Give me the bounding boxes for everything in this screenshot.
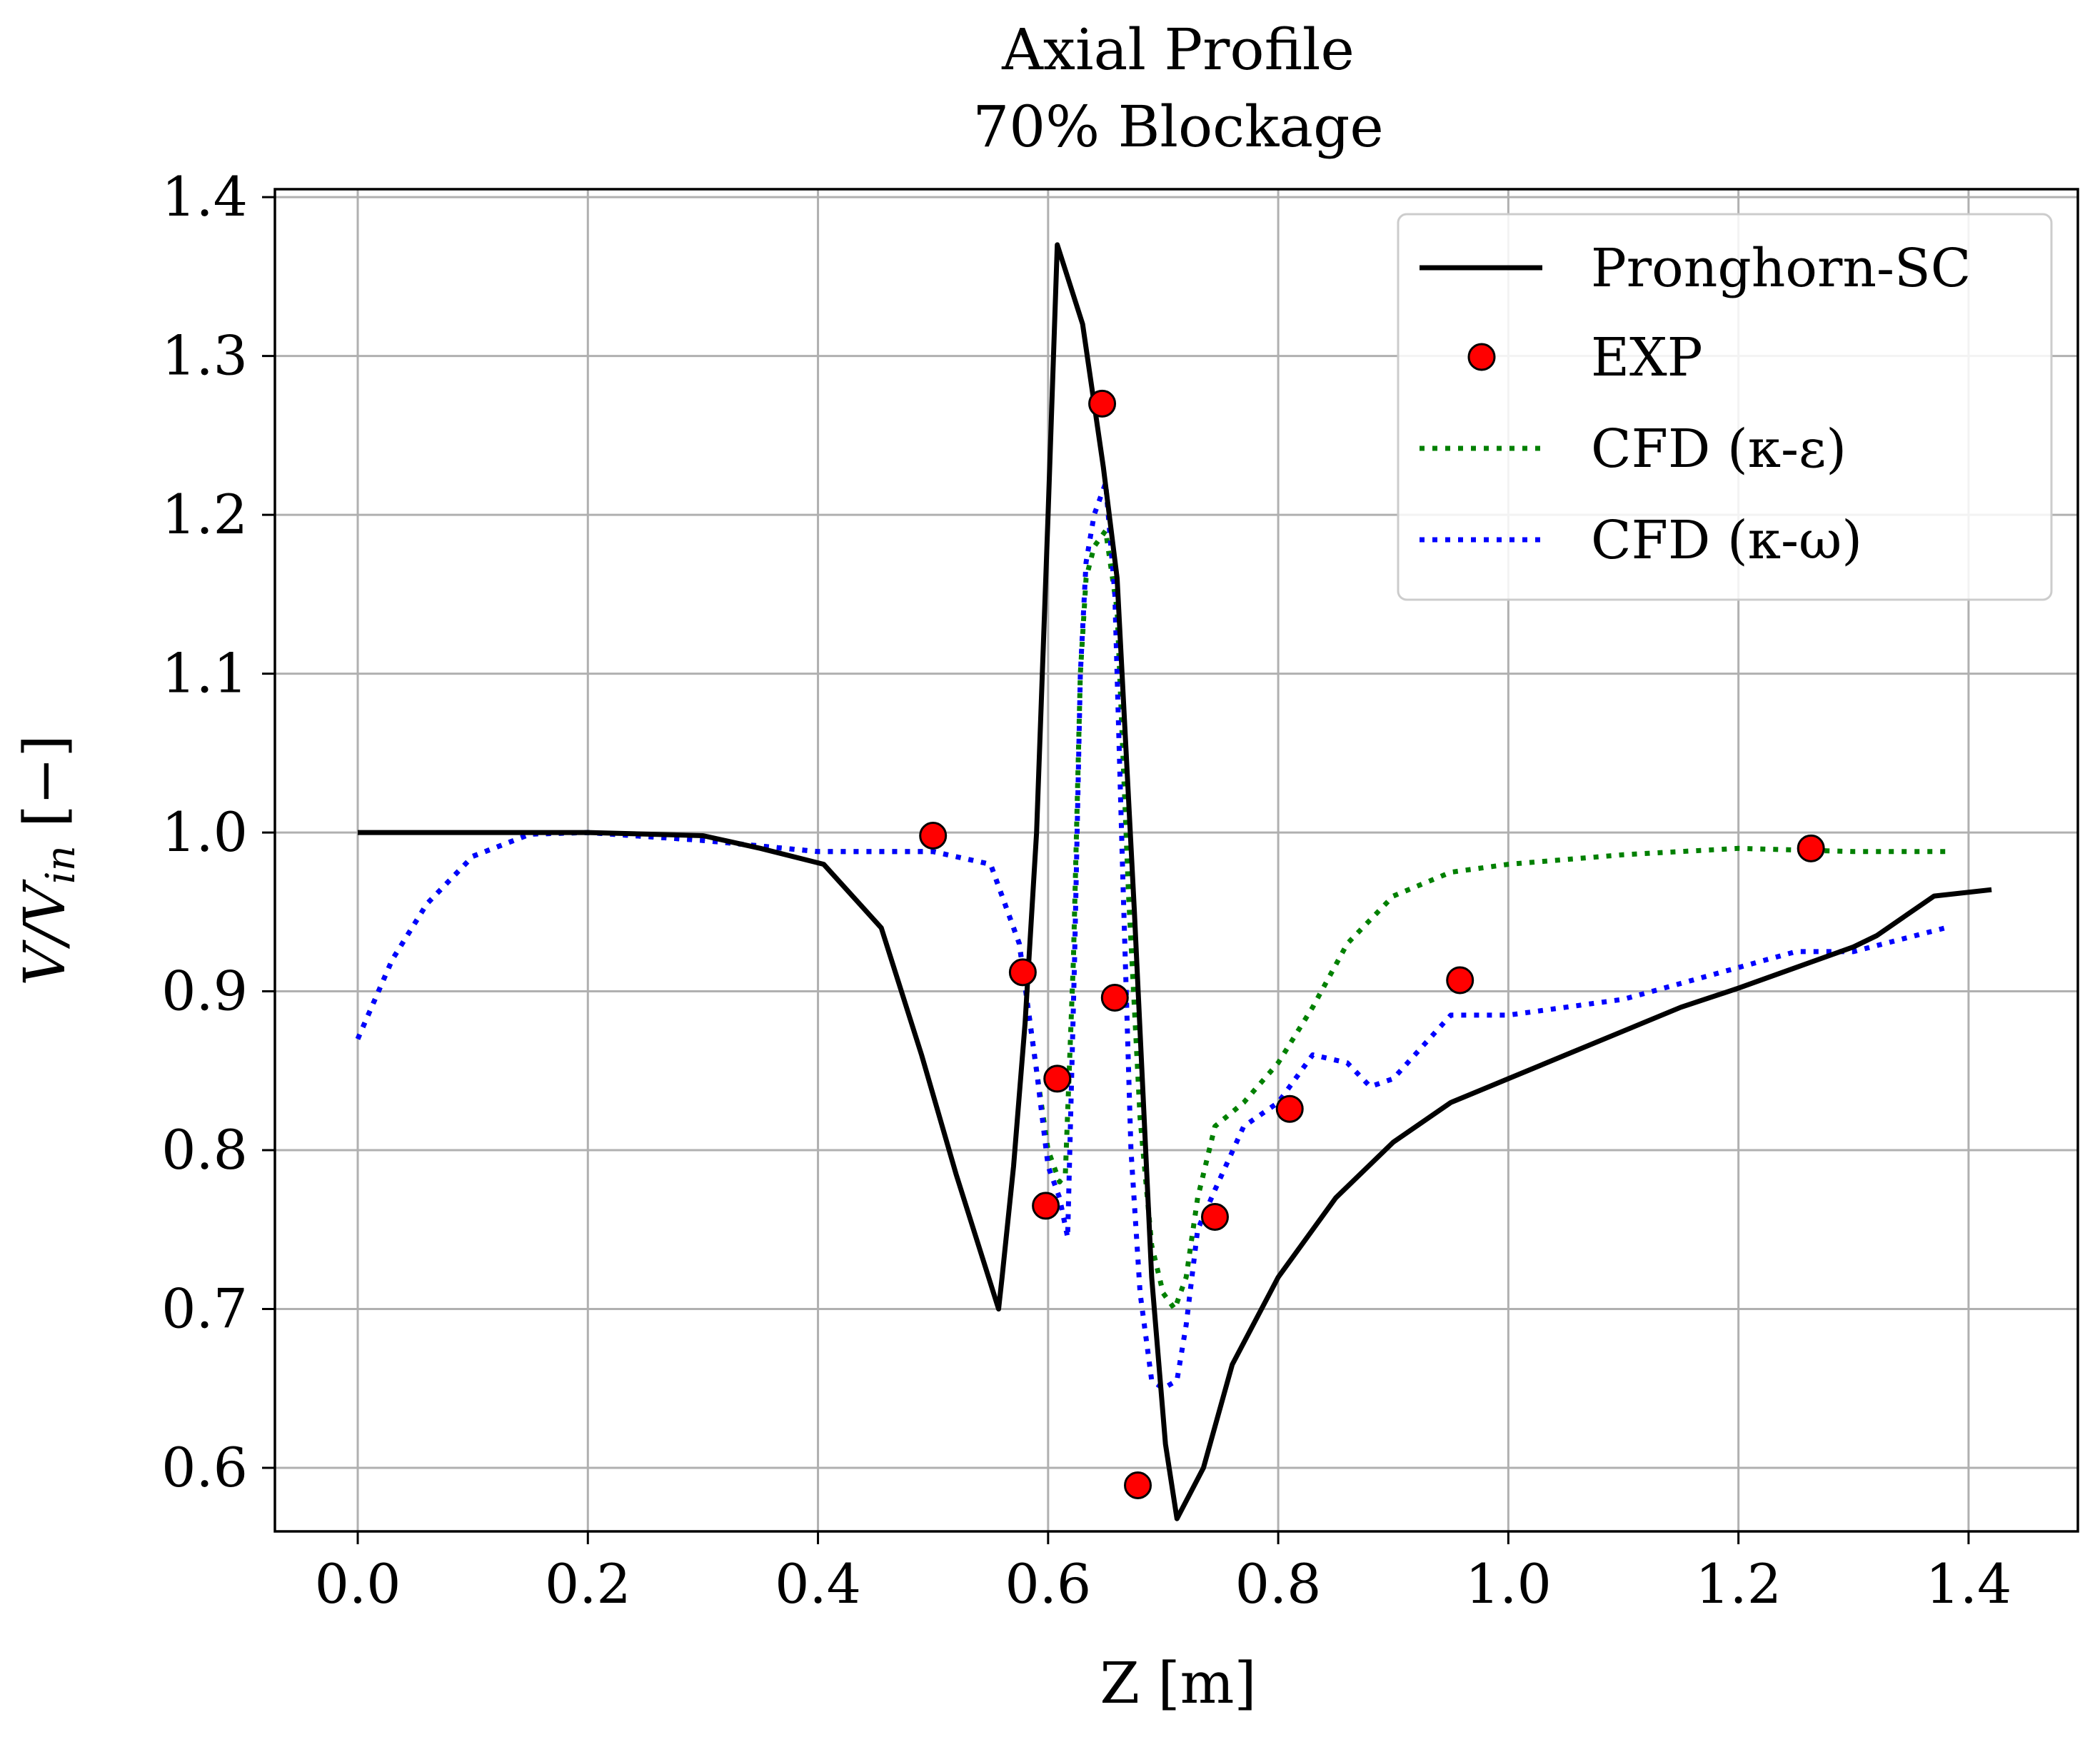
x-tick-label: 1.2 (1695, 1552, 1782, 1616)
plot-frame (273, 188, 2079, 1533)
ticks: 0.0 0.2 0.4 0.6 0.8 1.0 1.2 1.4 0.6 0.7 0.8 0.9 1.0 1… (161, 165, 2011, 1616)
legend-label: CFD (κ-ε) (1591, 418, 1847, 480)
legend: Pronghorn-SC EXP CFD (κ-ε) CFD (κ-ω) (1397, 213, 2053, 601)
y-tick-label: 1.3 (161, 324, 248, 388)
exp-marker (1275, 1094, 1304, 1123)
y-axis-label-text: V/Vin [−] (11, 735, 84, 985)
axes (273, 188, 2079, 1533)
exp-marker (1043, 1064, 1072, 1093)
exp-marker (1032, 1192, 1060, 1220)
y-tick-label: 0.6 (161, 1436, 248, 1499)
plot-series-group (355, 242, 1992, 1521)
exp-marker (919, 822, 948, 850)
exp-marker (1008, 958, 1037, 987)
chart-title: Axial Profile 70% Blockage (973, 16, 1383, 160)
x-tick-label: 0.2 (545, 1552, 631, 1616)
legend-marker-exp (1467, 343, 1496, 371)
y-tick-label: 0.9 (161, 960, 248, 1023)
y-tick-label: 0.7 (161, 1277, 248, 1341)
cfd-k-omega-line (355, 480, 1946, 1391)
y-axis-label: V/Vin [−] (11, 735, 84, 985)
y-tick-label: 1.1 (161, 642, 248, 705)
grid (275, 189, 2078, 1531)
exp-marker (1446, 966, 1474, 995)
chart-title-line-1: Axial Profile (1001, 16, 1355, 83)
exp-marker (1124, 1471, 1152, 1499)
x-tick-label: 0.0 (315, 1552, 401, 1616)
x-tick-label: 1.4 (1925, 1552, 2011, 1616)
pronghorn-sc-line (358, 242, 1992, 1521)
exp-marker (1797, 834, 1825, 862)
chart-title-line-2: 70% Blockage (973, 94, 1383, 160)
x-tick-label: 0.8 (1235, 1552, 1322, 1616)
x-tick-label: 1.0 (1465, 1552, 1552, 1616)
legend-label: Pronghorn-SC (1591, 238, 1971, 299)
x-axis-label: Z [m] (1100, 1650, 1256, 1716)
legend-label: EXP (1591, 327, 1703, 388)
x-tick-label: 0.4 (775, 1552, 861, 1616)
y-tick-label: 1.2 (161, 483, 248, 546)
x-tick-label: 0.6 (1005, 1552, 1091, 1616)
legend-box (1397, 213, 2053, 601)
y-tick-label: 1.4 (161, 165, 248, 228)
exp-marker (1200, 1202, 1229, 1231)
y-tick-label: 1.0 (161, 800, 248, 864)
exp-marker (1088, 389, 1117, 418)
y-tick-label: 0.8 (161, 1118, 248, 1182)
legend-label: CFD (κ-ω) (1591, 510, 1862, 571)
exp-marker (1100, 983, 1129, 1012)
